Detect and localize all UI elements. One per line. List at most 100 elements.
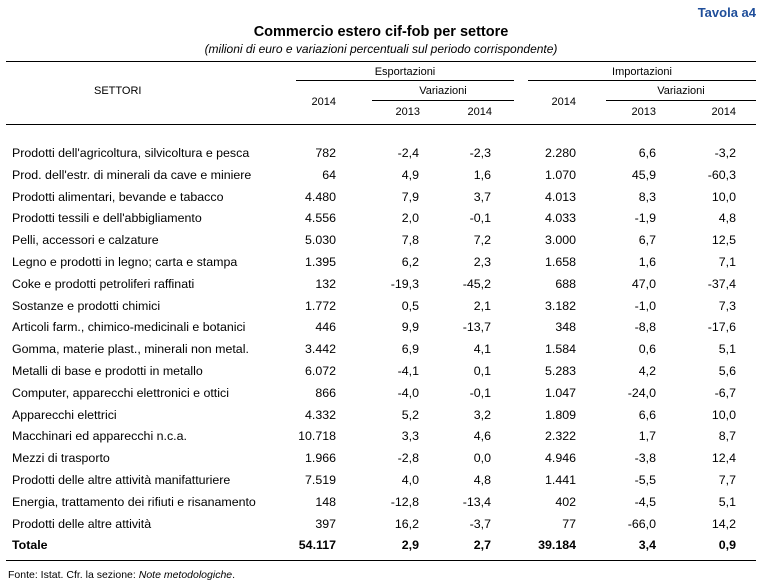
cell-imp: 402	[555, 494, 576, 509]
cell-exp: 54.117	[298, 538, 336, 553]
cell-imp: 1.584	[544, 342, 576, 357]
cell-imp14: -17,6	[707, 320, 736, 335]
cell-exp13: -4,1	[397, 363, 419, 378]
cell-exp13: -12,8	[390, 494, 419, 509]
cell-exp14: -2,3	[469, 146, 491, 160]
imports-group-rule	[528, 80, 756, 81]
table-row: Energia, trattamento dei rifiuti e risan…	[0, 492, 762, 514]
cell-imp13: 1,6	[638, 254, 656, 269]
cell-imp: 5.283	[544, 363, 576, 378]
cell-imp14: 0,9	[718, 538, 736, 553]
cell-exp14: 4,6	[473, 429, 491, 444]
table-row: Macchinari ed apparecchi n.c.a. 10.718 3,3…	[0, 426, 762, 448]
source-suffix: .	[232, 569, 236, 581]
sector-label: Pelli, accessori e calzature	[12, 233, 159, 248]
cell-imp14: 5,1	[718, 494, 736, 509]
cell-imp14: 5,6	[718, 363, 736, 378]
cell-imp14: 7,1	[718, 254, 736, 269]
table-body: Prodotti dell'agricoltura, silvicoltura …	[0, 143, 762, 557]
cell-imp13: 4,2	[638, 363, 656, 378]
header-top-rule	[6, 61, 756, 62]
sector-label: Legno e prodotti in legno; carta e stamp…	[12, 254, 238, 269]
exp-year-2014-header: 2014	[311, 96, 336, 108]
cell-imp14: 8,7	[718, 429, 736, 444]
cell-imp: 348	[555, 320, 576, 335]
cell-exp13: 4,0	[401, 472, 419, 487]
cell-imp: 3.000	[544, 233, 576, 248]
sector-label: Sostanze e prodotti chimici	[12, 298, 161, 313]
table-row: Legno e prodotti in legno; carta e stamp…	[0, 252, 762, 274]
cell-imp: 1.441	[544, 472, 576, 487]
exp-variazioni-header: Variazioni	[419, 85, 467, 97]
cell-imp: 1.658	[544, 254, 576, 269]
cell-exp: 7.519	[304, 472, 336, 487]
cell-imp: 4.013	[544, 189, 576, 204]
table-number: Tavola a4	[697, 5, 756, 20]
sector-label: Prodotti delle altre attività manifattur…	[12, 472, 231, 487]
cell-imp14: 12,4	[711, 451, 736, 466]
sector-label: Macchinari ed apparecchi n.c.a.	[12, 429, 187, 444]
cell-imp: 77	[562, 516, 576, 531]
table-row: Prodotti alimentari, bevande e tabacco 4.…	[0, 187, 762, 209]
cell-exp13: 9,9	[401, 320, 419, 335]
sector-label: Apparecchi elettrici	[12, 407, 117, 422]
cell-exp14: -0,1	[469, 385, 491, 400]
cell-exp13: -19,3	[390, 276, 419, 291]
cell-exp14: -45,2	[462, 276, 491, 291]
cell-imp14: 10,0	[711, 189, 736, 204]
table-row: Pelli, accessori e calzature 5.030 7,8 7,2 3…	[0, 230, 762, 252]
table-row: Metalli di base e prodotti in metallo 6.0…	[0, 361, 762, 383]
cell-imp13: 8,3	[638, 189, 656, 204]
cell-imp: 39.184	[538, 538, 576, 553]
cell-exp13: 5,2	[401, 407, 419, 422]
cell-exp14: 3,2	[473, 407, 491, 422]
cell-exp: 5.030	[304, 233, 336, 248]
cell-exp14: -13,7	[462, 320, 491, 335]
cell-exp14: 7,2	[473, 233, 491, 248]
cell-imp14: 5,1	[718, 342, 736, 357]
cell-exp: 4.480	[304, 189, 336, 204]
table-row: Coke e prodotti petroliferi raffinati 132…	[0, 274, 762, 296]
cell-exp14: -0,1	[469, 211, 491, 226]
cell-imp13: -3,8	[634, 451, 656, 466]
importazioni-header: Importazioni	[612, 66, 672, 78]
exp-var-2014-header: 2014	[467, 106, 492, 118]
source-prefix: Fonte: Istat. Cfr. la sezione:	[8, 569, 139, 581]
cell-exp: 1.395	[304, 254, 336, 269]
cell-imp: 688	[555, 276, 576, 291]
imports-variazioni-rule	[606, 100, 756, 101]
cell-exp14: 4,1	[473, 342, 491, 357]
table-row: Articoli farm., chimico-medicinali e bot…	[0, 317, 762, 339]
cell-exp14: 4,8	[473, 472, 491, 487]
settori-header: SETTORI	[94, 85, 142, 97]
cell-imp13: -24,0	[627, 385, 656, 400]
imp-variazioni-header: Variazioni	[657, 85, 705, 97]
cell-exp14: 1,6	[473, 167, 491, 182]
cell-imp14: 4,8	[718, 211, 736, 226]
cell-exp: 64	[322, 167, 336, 182]
table-row: Mezzi di trasporto 1.966 -2,8 0,0 4.946 -3,8 1…	[0, 448, 762, 470]
cell-exp13: 16,2	[394, 516, 419, 531]
sector-label: Computer, apparecchi elettronici e ottic…	[12, 385, 229, 400]
table-row: Gomma, materie plast., minerali non meta…	[0, 339, 762, 361]
table-row: Apparecchi elettrici 4.332 5,2 3,2 1.809 6,6 1…	[0, 405, 762, 427]
cell-exp: 132	[315, 276, 336, 291]
cell-exp14: 0,1	[473, 363, 491, 378]
cell-imp13: -1,0	[634, 298, 656, 313]
header-bottom-rule	[6, 124, 756, 125]
cell-exp: 10.718	[298, 429, 336, 444]
imp-var-2014-header: 2014	[711, 106, 736, 118]
cell-exp13: 7,8	[401, 233, 419, 248]
table-row: Prodotti tessili e dell'abbigliamento 4.5…	[0, 208, 762, 230]
cell-imp13: 0,6	[638, 342, 656, 357]
cell-exp13: 4,9	[401, 167, 419, 182]
cell-exp14: 3,7	[473, 189, 491, 204]
cell-imp13: 6,7	[638, 233, 656, 248]
table-row: Computer, apparecchi elettronici e ottic…	[0, 383, 762, 405]
cell-imp: 1.809	[544, 407, 576, 422]
sector-label: Energia, trattamento dei rifiuti e risan…	[12, 494, 256, 509]
exports-variazioni-rule	[372, 100, 514, 101]
table-row: Prod. dell'estr. di minerali da cave e m…	[0, 165, 762, 187]
table-bottom-rule	[6, 560, 756, 561]
sector-label: Articoli farm., chimico-medicinali e bot…	[12, 320, 246, 335]
